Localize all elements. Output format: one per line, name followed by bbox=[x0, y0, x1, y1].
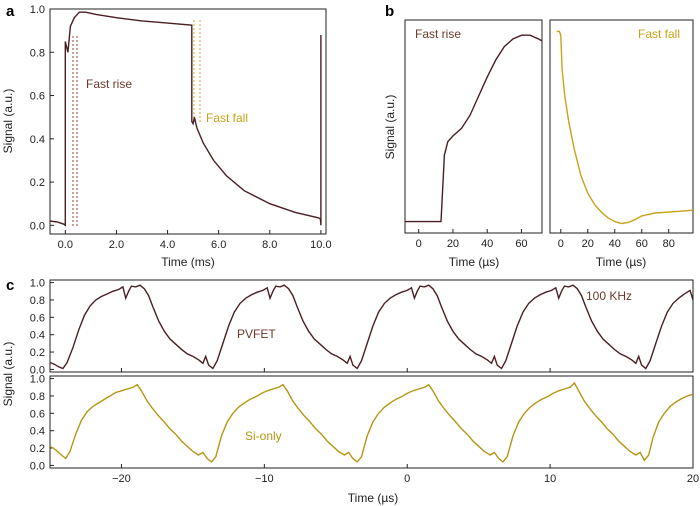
panel-c-si-only-chart: −20 −10 0 10 20 0.0 0.2 0.4 0.6 0.8 1.0 Si-only Ti… bbox=[1, 342, 699, 505]
annotation-frequency: 100 KHz bbox=[586, 289, 632, 303]
y-tick-label: 0.0 bbox=[30, 220, 45, 232]
x-tick-label: −10 bbox=[255, 473, 274, 485]
panel-b-rise-chart: 0 20 40 60 Fast rise Time (µs) Signal (a.u.… bbox=[383, 19, 543, 269]
x-tick-label: 60 bbox=[515, 238, 527, 250]
panel-b-fall-chart: 0 20 40 60 80 Fast fall Time (µs) bbox=[549, 19, 694, 269]
panel-b-fall-frame bbox=[549, 19, 694, 234]
panel-a-signal-line bbox=[49, 11, 322, 227]
y-tick-label: 1.0 bbox=[30, 278, 45, 290]
x-tick-label: 0 bbox=[558, 238, 564, 250]
panel-a-ylabel: Signal (a.u.) bbox=[1, 89, 15, 154]
y-tick-label: 0.6 bbox=[30, 312, 45, 324]
panel-b-rise-frame bbox=[404, 19, 543, 234]
x-tick-label: 40 bbox=[609, 238, 621, 250]
panel-a-xlabel: Time (ms) bbox=[161, 255, 215, 269]
annotation-pvfet: PVFET bbox=[237, 327, 276, 341]
y-tick-label: 0.6 bbox=[30, 408, 45, 420]
panel-c-pvfet-chart: 0.0 0.2 0.4 0.6 0.8 1.0 100 KHz PVFET bbox=[30, 278, 694, 376]
annotation-si-only: Si-only bbox=[245, 429, 282, 443]
panel-b-fall-signal-line bbox=[556, 30, 694, 225]
x-tick-label: 20 bbox=[582, 238, 594, 250]
x-tick-label: 8.0 bbox=[262, 239, 277, 251]
panel-b-rise-signal-line bbox=[405, 34, 543, 223]
y-tick-label: 0.2 bbox=[30, 347, 45, 359]
x-tick-label: 60 bbox=[636, 238, 648, 250]
x-tick-label: 40 bbox=[481, 238, 493, 250]
panel-label-a: a bbox=[6, 3, 15, 20]
panel-c-ylabel: Signal (a.u.) bbox=[1, 342, 15, 407]
y-tick-label: 0.0 bbox=[30, 364, 45, 376]
y-tick-label: 0.4 bbox=[30, 134, 45, 146]
panel-label-c: c bbox=[6, 277, 14, 294]
x-tick-label: 2.0 bbox=[109, 239, 124, 251]
x-tick-label: 0.0 bbox=[58, 239, 73, 251]
panel-b-rise-xlabel: Time (µs) bbox=[449, 255, 499, 269]
panel-a-chart: 0.0 2.0 4.0 6.0 8.0 10.0 0.0 0.2 0.4 0.6 0.8 1.0 Fa… bbox=[1, 4, 332, 269]
y-tick-label: 0.4 bbox=[30, 330, 45, 342]
y-tick-label: 0.4 bbox=[30, 426, 45, 438]
y-tick-label: 0.0 bbox=[30, 460, 45, 472]
x-tick-label: 10.0 bbox=[310, 239, 331, 251]
y-tick-label: 0.2 bbox=[30, 177, 45, 189]
y-tick-label: 0.2 bbox=[30, 443, 45, 455]
x-tick-label: 0 bbox=[416, 238, 422, 250]
x-tick-label: 6.0 bbox=[211, 239, 226, 251]
panel-label-b: b bbox=[385, 3, 394, 20]
pvfet-signal-line bbox=[49, 284, 694, 370]
x-tick-label: 80 bbox=[663, 238, 675, 250]
y-tick-label: 1.0 bbox=[30, 4, 45, 16]
annotation-fast-rise: Fast rise bbox=[86, 77, 132, 91]
panel-c-xlabel: Time (µs) bbox=[348, 491, 398, 505]
y-tick-label: 0.6 bbox=[30, 91, 45, 103]
annotation-b-fast-fall: Fast fall bbox=[638, 27, 680, 41]
x-tick-label: 10 bbox=[544, 473, 556, 485]
x-tick-label: 4.0 bbox=[160, 239, 175, 251]
x-tick-label: 20 bbox=[687, 473, 699, 485]
x-tick-label: −20 bbox=[112, 473, 131, 485]
y-tick-label: 0.8 bbox=[30, 391, 45, 403]
panel-b-fall-xlabel: Time (µs) bbox=[596, 255, 646, 269]
panel-b-ylabel: Signal (a.u.) bbox=[383, 95, 397, 160]
annotation-b-fast-rise: Fast rise bbox=[415, 27, 461, 41]
x-tick-label: 0 bbox=[404, 473, 410, 485]
y-tick-label: 0.8 bbox=[30, 47, 45, 59]
panel-c-pvfet-frame bbox=[49, 279, 694, 373]
x-tick-label: 20 bbox=[447, 238, 459, 250]
y-tick-label: 0.8 bbox=[30, 295, 45, 307]
si-only-signal-line bbox=[49, 381, 694, 463]
annotation-fast-fall: Fast fall bbox=[206, 111, 248, 125]
panel-c-si-only-frame bbox=[49, 375, 694, 469]
y-tick-label: 1.0 bbox=[30, 374, 45, 386]
panel-a-frame bbox=[49, 8, 327, 235]
